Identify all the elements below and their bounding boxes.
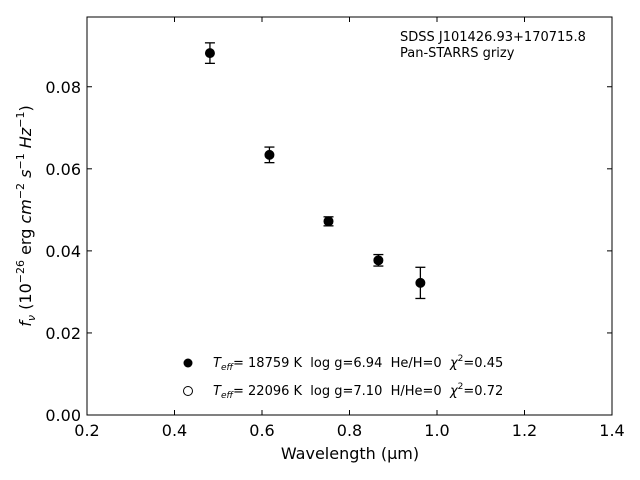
x-tick-label: 0.4 — [162, 421, 187, 440]
point-marker — [204, 48, 215, 59]
data-point — [415, 266, 426, 300]
data-points — [204, 42, 426, 300]
legend-label-1: Teff= 18759 K log g=6.94 He/H=0 χ2=0.45 — [213, 354, 503, 373]
annotation-object: SDSS J101426.93+170715.8 — [400, 30, 586, 45]
data-point — [204, 42, 215, 65]
point-marker — [373, 255, 384, 266]
x-axis: 0.2 0.4 0.6 0.8 1.0 1.2 1.4 — [74, 17, 625, 440]
y-tick-label: 0.04 — [45, 242, 81, 261]
data-point — [323, 216, 334, 227]
y-tick-label: 0.06 — [45, 160, 81, 179]
x-tick-label: 1.2 — [512, 421, 537, 440]
point-marker — [323, 216, 334, 227]
y-axis-label: fν (10−26 erg cm−2 s−1 Hz−1) — [14, 105, 38, 326]
legend-marker-filled — [183, 358, 193, 368]
x-tick-label: 0.2 — [74, 421, 99, 440]
y-tick-label: 0.08 — [45, 78, 81, 97]
data-point — [373, 253, 384, 267]
legend: Teff= 18759 K log g=6.94 He/H=0 χ2=0.45 … — [183, 354, 503, 401]
x-tick-label: 1.4 — [599, 421, 624, 440]
x-tick-label: 0.6 — [249, 421, 274, 440]
legend-marker-open — [183, 386, 193, 396]
point-marker — [264, 149, 275, 160]
y-axis: 0.00 0.02 0.04 0.06 0.08 — [45, 78, 612, 425]
x-tick-label: 0.8 — [337, 421, 362, 440]
legend-label-2: Teff= 22096 K log g=7.10 H/He=0 χ2=0.72 — [213, 382, 503, 401]
x-axis-label: Wavelength (μm) — [281, 444, 419, 463]
point-marker — [415, 277, 426, 288]
data-point — [264, 146, 275, 164]
y-tick-label: 0.00 — [45, 406, 81, 425]
annotation-survey: Pan-STARRS grizy — [400, 46, 515, 61]
y-tick-label: 0.02 — [45, 324, 81, 343]
x-tick-label: 1.0 — [424, 421, 449, 440]
